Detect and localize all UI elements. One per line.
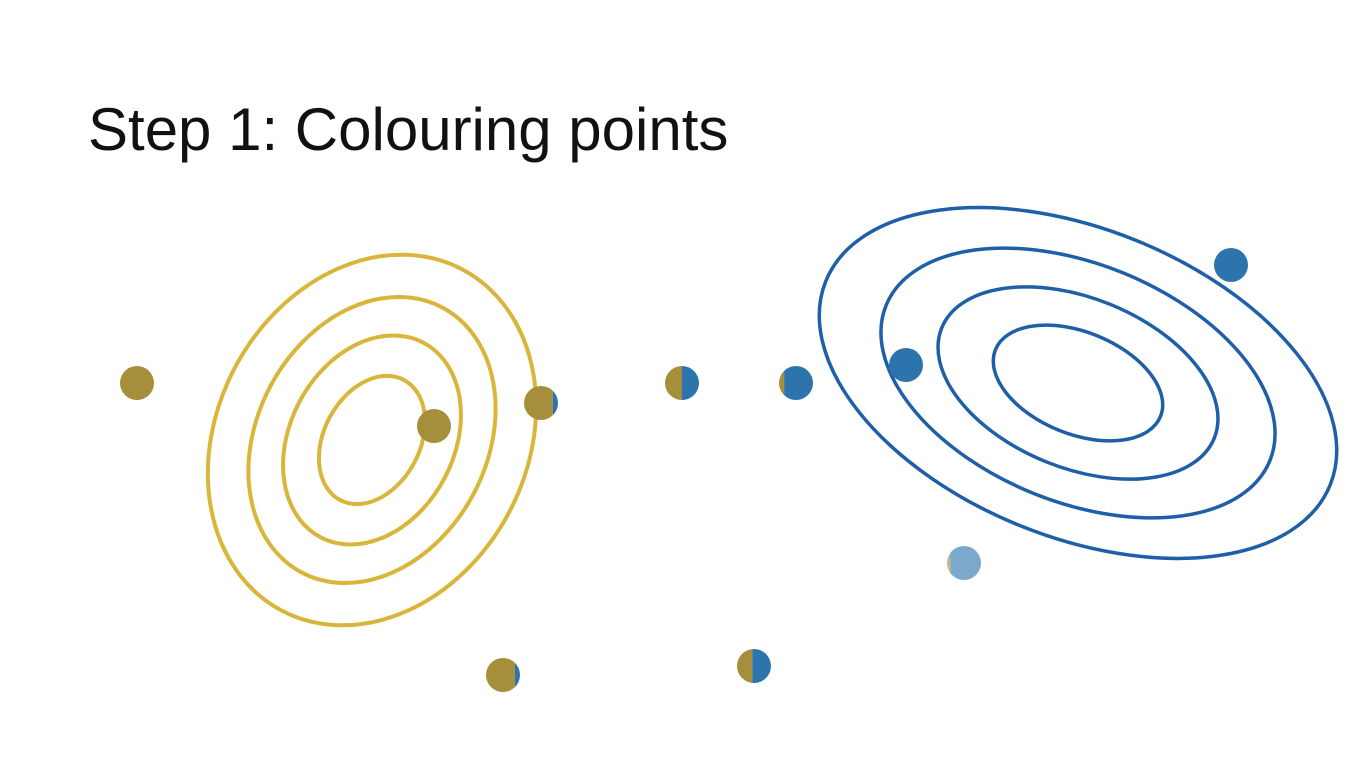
data-point-p8-cluster-b-share [950, 546, 981, 580]
data-point-p5-cluster-b-share [784, 366, 813, 400]
data-point-p4-cluster-a-share [665, 366, 682, 400]
data-point-p7 [1214, 248, 1248, 282]
cluster-b-contour-ring-3 [879, 246, 1277, 520]
data-point-p10-cluster-a-share [737, 649, 753, 683]
data-point-p2 [417, 409, 451, 443]
data-point-p7-cluster-b-share [1214, 248, 1248, 282]
data-point-p8-cluster-a-share [947, 546, 951, 580]
data-point-p3 [524, 386, 558, 420]
data-point-p5 [779, 366, 813, 400]
cluster-a-contour-ring-4 [205, 252, 539, 628]
cluster-b-contour-ring-2 [936, 285, 1220, 481]
data-point-p5-cluster-a-share [779, 366, 785, 400]
data-point-p6-cluster-b-share [889, 348, 923, 382]
data-points [120, 248, 1248, 692]
data-point-p10-cluster-b-share [752, 649, 771, 683]
data-point-p3-cluster-b-share [552, 386, 558, 420]
cluster-b-contours [817, 205, 1339, 561]
cluster-a-contour-ring-3 [246, 294, 498, 586]
data-point-p1-cluster-a-share [120, 366, 154, 400]
data-point-p9-cluster-a-share [486, 658, 515, 692]
data-point-p8 [947, 546, 981, 580]
data-point-p6 [889, 348, 923, 382]
data-point-p10 [737, 649, 771, 683]
data-point-p4 [665, 366, 699, 400]
cluster-b-contour-ring-4 [817, 205, 1339, 561]
data-point-p9-cluster-b-share [514, 658, 520, 692]
data-point-p4-cluster-b-share [682, 366, 699, 400]
cluster-a-contour-ring-1 [316, 373, 428, 507]
cluster-a-contour-ring-2 [281, 333, 463, 547]
cluster-b-contour-ring-1 [991, 323, 1165, 443]
cluster-a-contours [205, 252, 539, 628]
data-point-p2-cluster-a-share [417, 409, 451, 443]
data-point-p9 [486, 658, 520, 692]
data-point-p3-cluster-a-share [524, 386, 553, 420]
data-point-p1 [120, 366, 154, 400]
slide-title: Step 1: Colouring points [88, 96, 729, 163]
